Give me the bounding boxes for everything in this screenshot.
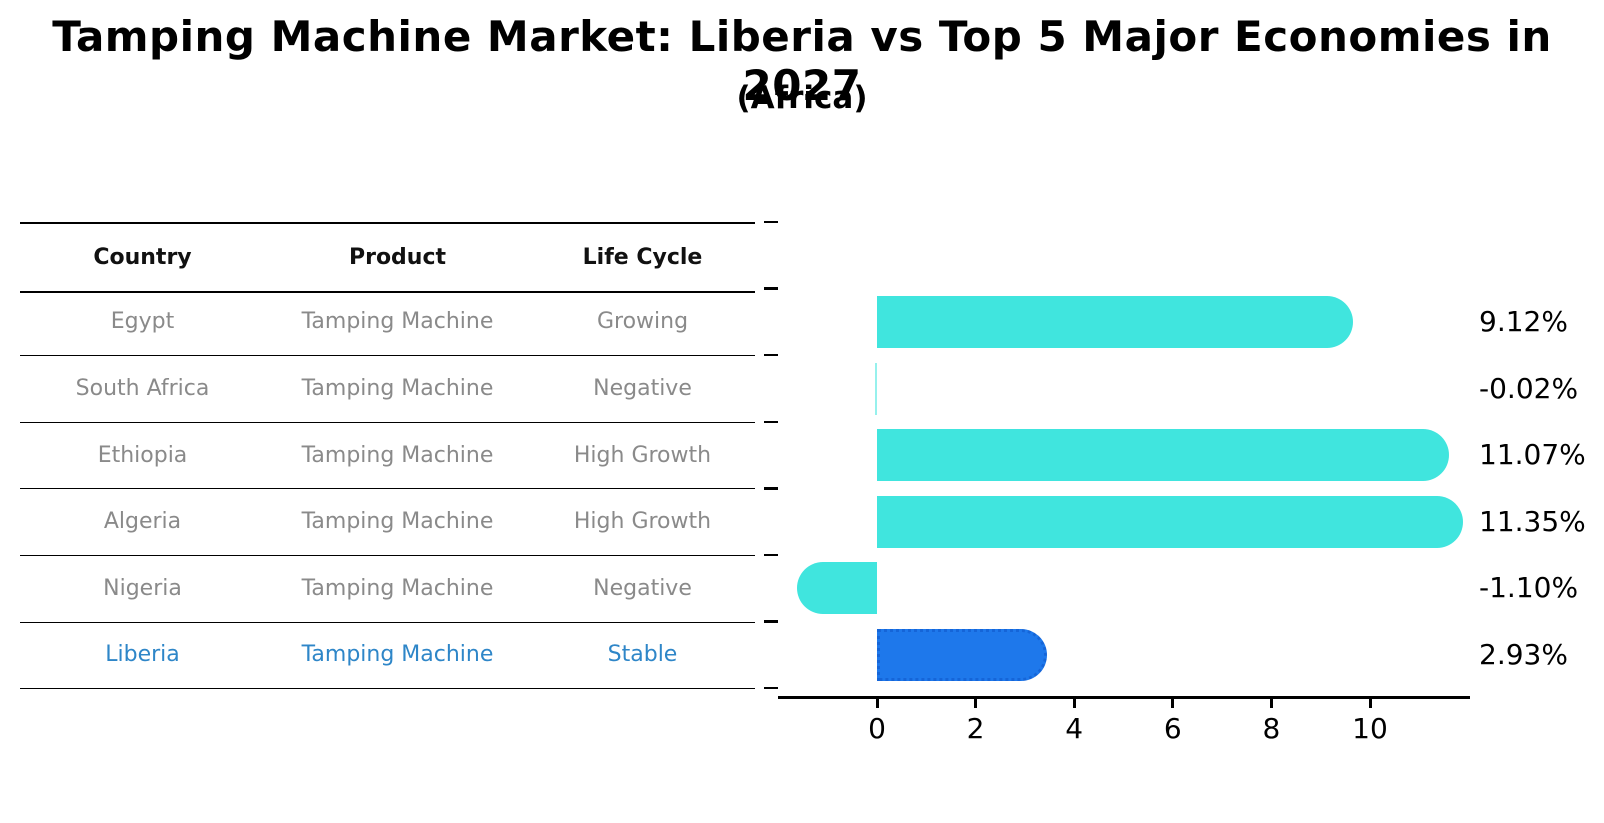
bar-egypt	[877, 295, 1353, 348]
table-cell-product: Tamping Machine	[301, 575, 494, 601]
table-cell-product: Tamping Machine	[301, 642, 494, 668]
bar-south-africa	[874, 362, 877, 415]
y-axis-tick	[764, 353, 778, 357]
table-cell-life-cycle: Growing	[596, 309, 689, 335]
chart-title: Tamping Machine Market: Liberia vs Top 5…	[52, 12, 1552, 110]
y-axis-tick	[764, 686, 778, 690]
table-cell-country: South Africa	[75, 375, 210, 401]
table-header-country: Country	[93, 244, 192, 270]
x-axis-tick-label: 6	[1163, 712, 1182, 745]
value-label: -0.02%	[1479, 371, 1579, 405]
table-cell-country: Ethiopia	[97, 442, 188, 468]
x-axis-tick-label: 4	[1065, 712, 1084, 745]
table-row: Ethiopia Tamping Machine High Growth	[20, 422, 755, 490]
value-label: 2.93%	[1479, 637, 1568, 671]
table-header-product: Product	[348, 244, 447, 270]
table-cell-product: Tamping Machine	[301, 509, 494, 535]
table-row: Liberia Tamping Machine Stable	[20, 622, 755, 690]
table-header-life-cycle: Life Cycle	[582, 244, 703, 270]
bar-chart-plot-area: 0 2 4 6 8 10	[764, 220, 1470, 745]
x-axis-line	[778, 696, 1470, 699]
table-cell-product: Tamping Machine	[301, 375, 494, 401]
x-axis-tick-label: 2	[966, 712, 985, 745]
y-axis-tick	[764, 220, 778, 224]
bar-nigeria	[796, 562, 877, 615]
y-axis-tick	[764, 553, 778, 557]
x-axis-tick	[875, 699, 879, 708]
x-axis-tick-label: 10	[1352, 712, 1388, 745]
table-cell-life-cycle: High Growth	[573, 509, 712, 535]
bar-ethiopia	[877, 429, 1449, 482]
table-cell-product: Tamping Machine	[301, 309, 494, 335]
x-axis-tick	[1269, 699, 1273, 708]
y-axis-tick	[764, 487, 778, 490]
y-axis-tick	[764, 420, 778, 424]
table-cell-country: Liberia	[105, 642, 180, 668]
table-cell-life-cycle: Negative	[593, 575, 692, 601]
table-row: Egypt Tamping Machine Growing	[20, 289, 755, 357]
x-axis-tick	[1368, 699, 1372, 708]
x-axis-tick-label: 0	[868, 712, 886, 745]
table-row: South Africa Tamping Machine Negative	[20, 355, 755, 423]
x-axis-tick-label: 8	[1262, 712, 1281, 745]
value-label: 9.12%	[1479, 304, 1568, 338]
table-cell-country: Nigeria	[103, 575, 182, 601]
chart-subtitle: (Africa)	[736, 80, 868, 116]
table-cell-life-cycle: Negative	[593, 375, 692, 401]
x-axis-tick	[1171, 699, 1175, 708]
y-axis-tick	[764, 287, 778, 290]
table-row: Nigeria Tamping Machine Negative	[20, 555, 755, 623]
table-cell-product: Tamping Machine	[301, 442, 494, 468]
y-axis-tick	[764, 620, 778, 623]
table-cell-country: Egypt	[110, 309, 175, 335]
bar-algeria	[877, 495, 1463, 548]
x-axis-tick	[974, 699, 978, 708]
table-cell-life-cycle: Stable	[607, 642, 678, 668]
table-row: Algeria Tamping Machine High Growth	[20, 488, 755, 556]
x-axis-tick	[1072, 699, 1076, 708]
value-label: 11.35%	[1479, 504, 1586, 538]
value-label: -1.10%	[1479, 571, 1579, 605]
bar-liberia	[877, 628, 1048, 681]
value-label: 11.07%	[1479, 438, 1586, 472]
table-cell-country: Algeria	[103, 509, 182, 535]
table-cell-life-cycle: High Growth	[573, 442, 712, 468]
table-header-row: Country Product Life Cycle	[20, 222, 755, 293]
